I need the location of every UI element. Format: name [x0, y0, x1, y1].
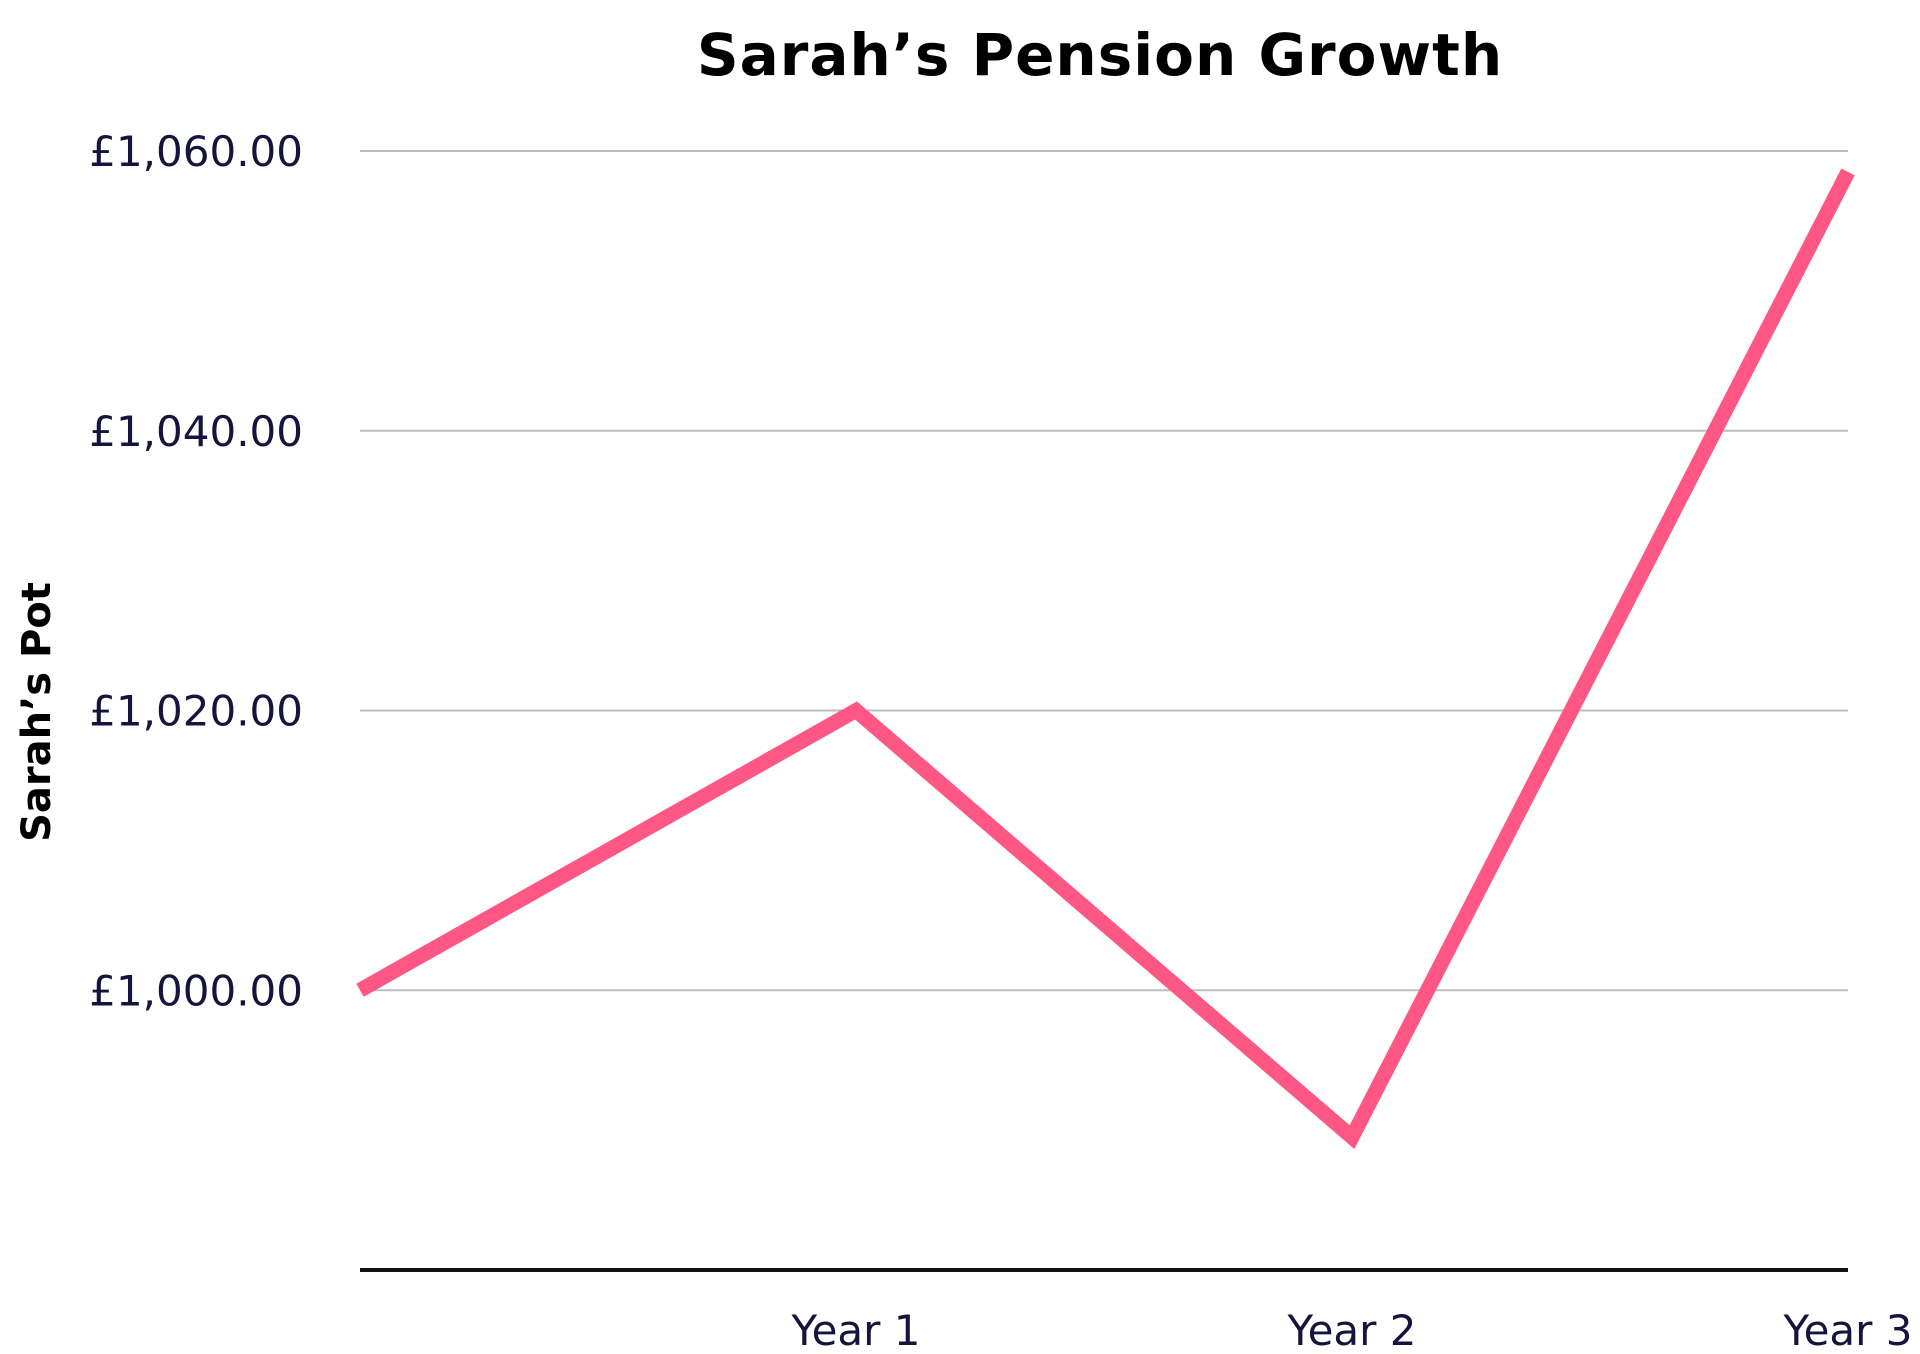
x-tick-label: Year 1 — [791, 1306, 921, 1354]
y-tick-label: £1,060.00 — [89, 127, 303, 176]
series-line — [356, 168, 1855, 1150]
y-axis-ticks: £1,000.00 £1,020.00 £1,040.00 £1,060.00 — [89, 127, 303, 1015]
gridlines — [360, 150, 1848, 992]
y-tick-label: £1,020.00 — [89, 687, 303, 736]
series-layer — [356, 168, 1855, 1150]
x-tick-label: Year 3 — [1783, 1306, 1913, 1354]
y-tick-label: £1,000.00 — [89, 966, 303, 1015]
y-tick-label: £1,040.00 — [89, 407, 303, 456]
x-tick-label: Year 2 — [1287, 1306, 1417, 1354]
x-axis-ticks: Year 1 Year 2 Year 3 — [791, 1306, 1913, 1354]
chart-title: Sarah’s Pension Growth — [697, 21, 1503, 89]
y-axis-label: Sarah’s Pot — [14, 582, 60, 842]
